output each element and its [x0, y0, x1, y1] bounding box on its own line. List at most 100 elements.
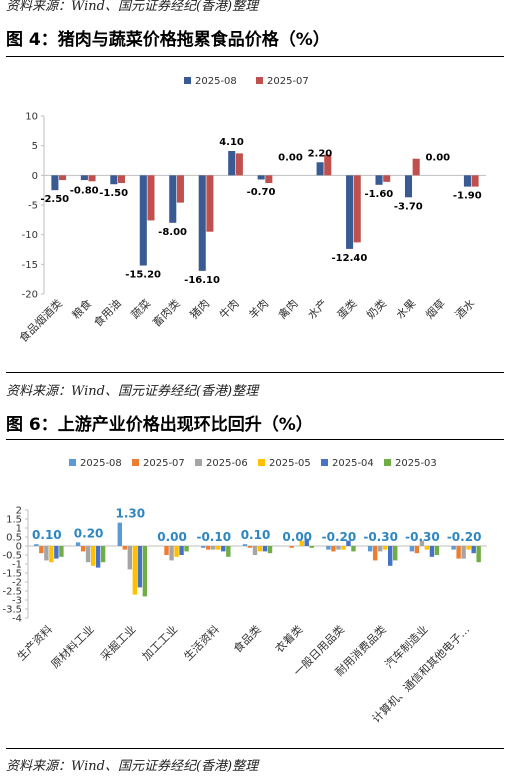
bar [377, 546, 383, 552]
data-label: -0.20 [447, 530, 482, 544]
data-label: 4.10 [219, 137, 244, 148]
source-note-middle: 资料来源：Wind、国元证券经纪(香港)整理 [6, 384, 259, 399]
bar [267, 546, 273, 554]
bar [414, 546, 420, 554]
data-label: 1.30 [116, 507, 146, 521]
y-tick-label: -5 [28, 201, 38, 212]
bar [419, 540, 425, 546]
bar [132, 546, 138, 595]
data-label: 0.20 [74, 526, 104, 540]
y-tick-label: -0.5 [2, 551, 22, 562]
bar [429, 546, 435, 557]
data-label: -3.70 [394, 201, 423, 212]
bar [235, 153, 243, 176]
source-note-bottom: 资料来源：Wind、国元证券经纪(香港)整理 [6, 759, 259, 774]
bar [304, 538, 309, 546]
data-label: -2.50 [40, 194, 69, 205]
bar [346, 540, 351, 546]
y-tick-label: -3 [12, 596, 22, 607]
data-label: -0.30 [363, 530, 398, 544]
y-tick-label: 10 [25, 112, 38, 123]
data-label: 0.00 [278, 153, 303, 164]
data-label: 0.10 [32, 528, 62, 542]
legend-swatch [258, 459, 265, 466]
bar [164, 546, 169, 555]
x-category-label: 加工工业 [140, 623, 180, 663]
bar [85, 546, 91, 563]
bar [100, 546, 106, 563]
x-category-label: 粮食 [69, 296, 94, 321]
bar [179, 546, 184, 555]
bar [372, 546, 378, 561]
data-label: -16.10 [184, 275, 220, 286]
bar [122, 546, 128, 550]
legend-label: 2025-03 [395, 458, 437, 469]
y-tick-label: -2 [12, 578, 22, 589]
bar [174, 546, 179, 557]
bar [392, 546, 398, 561]
legend-label: 2025-08 [80, 458, 122, 469]
x-category-label: 食用油 [91, 296, 124, 329]
data-label: -1.60 [364, 189, 393, 200]
figure-4-title: 图 4：猪肉与蔬菜价格拖累食品价格（%） [6, 30, 330, 50]
bar [221, 546, 226, 552]
bar [226, 546, 231, 557]
bar [382, 546, 388, 550]
x-category-label: 奶类 [364, 296, 389, 321]
data-label: -12.40 [332, 253, 368, 264]
y-tick-label: -1.5 [2, 569, 22, 580]
y-tick-label: 0 [16, 542, 22, 553]
bar [367, 546, 373, 552]
bar [252, 546, 258, 555]
bar [456, 546, 461, 559]
legend-label: 2025-05 [269, 458, 311, 469]
bar [49, 546, 54, 563]
x-category-label: 食品类 [230, 622, 263, 655]
legend-swatch [256, 77, 263, 84]
bar [95, 546, 101, 568]
bar [198, 175, 206, 271]
bar [326, 546, 331, 550]
bar [169, 546, 174, 561]
bar [331, 546, 336, 552]
bar [201, 546, 206, 548]
source-divider [6, 748, 504, 749]
data-label: 0.10 [241, 528, 271, 542]
data-label: -1.50 [99, 188, 128, 199]
y-tick-label: 2 [16, 506, 22, 517]
y-tick-label: 0.5 [6, 533, 22, 544]
figure-6-title: 图 6：上游产业价格出现环比回升（%） [6, 415, 313, 435]
bar [476, 546, 481, 563]
data-label: -8.00 [158, 227, 187, 238]
bar [184, 546, 189, 552]
bar [80, 546, 86, 552]
legend-label: 2025-08 [195, 76, 237, 87]
legend-swatch [321, 459, 328, 466]
x-category-label: 畜肉类 [149, 296, 182, 329]
data-label: -0.70 [247, 187, 276, 198]
y-tick-label: 0 [32, 171, 38, 182]
bar [471, 546, 476, 554]
bar [44, 546, 49, 561]
bar [117, 522, 123, 546]
bar [461, 546, 466, 559]
bar [80, 175, 88, 181]
bar [404, 175, 413, 198]
bar [228, 151, 236, 176]
bar [466, 546, 471, 550]
data-label: -0.30 [405, 530, 440, 544]
bar [247, 546, 253, 548]
bar [265, 175, 273, 184]
bar [117, 175, 126, 184]
bar [412, 158, 420, 176]
bar [139, 175, 147, 266]
legend-swatch [184, 77, 191, 84]
x-category-label: 生产资料 [14, 622, 55, 663]
x-category-label: 生活资料 [181, 622, 222, 663]
data-label: -15.20 [125, 270, 161, 281]
x-category-label: 食品烟酒类 [16, 296, 65, 345]
title-divider [6, 56, 504, 57]
y-tick-label: 1 [16, 524, 22, 535]
bar [257, 546, 263, 552]
x-category-label: 采掘工业 [97, 622, 138, 663]
